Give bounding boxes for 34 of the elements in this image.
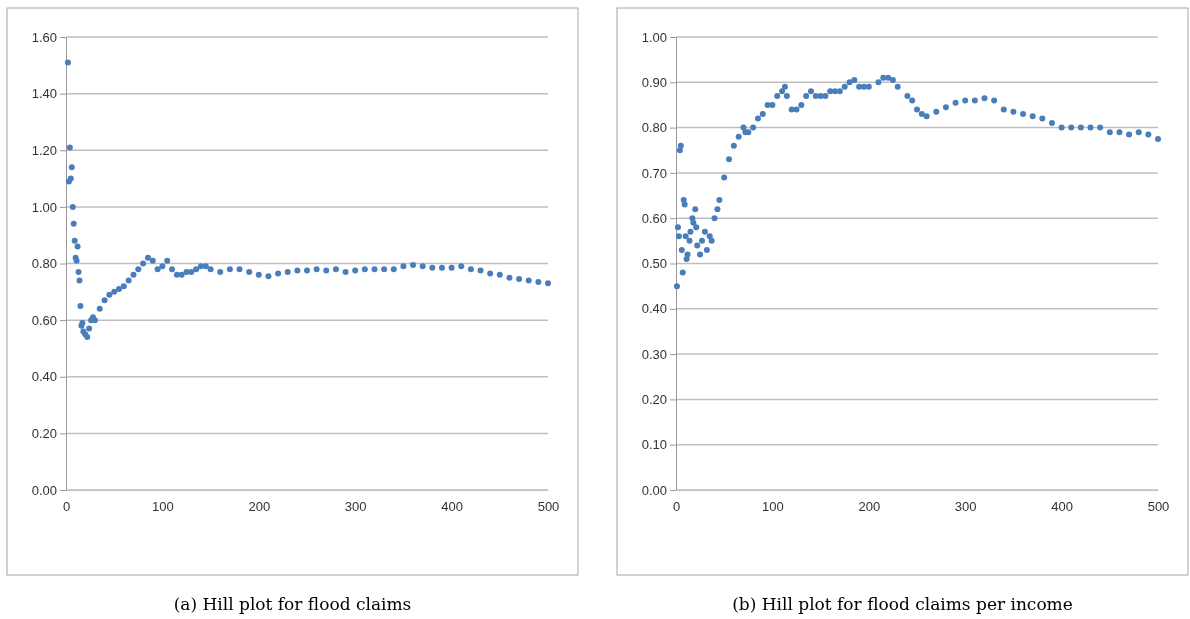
y-tick-label: 1.00 <box>641 29 667 45</box>
y-tick-label: 0.30 <box>641 346 667 362</box>
x-tick-label: 100 <box>152 499 174 515</box>
x-tick-label: 400 <box>1051 499 1073 515</box>
y-tick-label: 0.20 <box>31 426 57 442</box>
x-tick-label: 300 <box>344 499 367 515</box>
y-tick-label: 1.20 <box>31 142 57 158</box>
x-tick-label: 200 <box>248 499 271 515</box>
text: (b) Hill plot for flood claims per income <box>732 594 1073 614</box>
y-tick-label: 0.50 <box>641 256 667 272</box>
y-tick-label: 0.60 <box>641 210 667 226</box>
y-tick-label: 0.40 <box>31 369 57 385</box>
y-tick-label: 1.40 <box>31 86 57 102</box>
y-tick-label: 0.70 <box>641 165 667 181</box>
y-tick-label: 0.10 <box>641 437 667 453</box>
x-tick-label: 300 <box>954 499 977 515</box>
x-tick-label: 500 <box>1147 499 1170 515</box>
y-tick-label: 0.00 <box>31 482 57 498</box>
x-tick-label: 0 <box>62 499 71 515</box>
x-tick-label: 0 <box>672 499 681 515</box>
y-tick-label: 0.80 <box>31 256 57 272</box>
x-tick-label: 400 <box>441 499 463 515</box>
y-tick-label: 0.40 <box>641 301 667 317</box>
y-tick-label: 1.00 <box>31 199 57 215</box>
y-tick-label: 0.90 <box>641 74 667 90</box>
y-tick-label: 0.60 <box>31 312 57 328</box>
y-tick-label: 0.00 <box>641 482 667 498</box>
y-tick-label: 0.20 <box>641 392 667 408</box>
x-tick-label: 100 <box>762 499 784 515</box>
text: (a) Hill plot for flood claims <box>173 594 412 614</box>
y-tick-label: 0.80 <box>641 120 667 136</box>
x-tick-label: 200 <box>858 499 881 515</box>
y-tick-label: 1.60 <box>31 29 57 45</box>
x-tick-label: 500 <box>537 499 560 515</box>
